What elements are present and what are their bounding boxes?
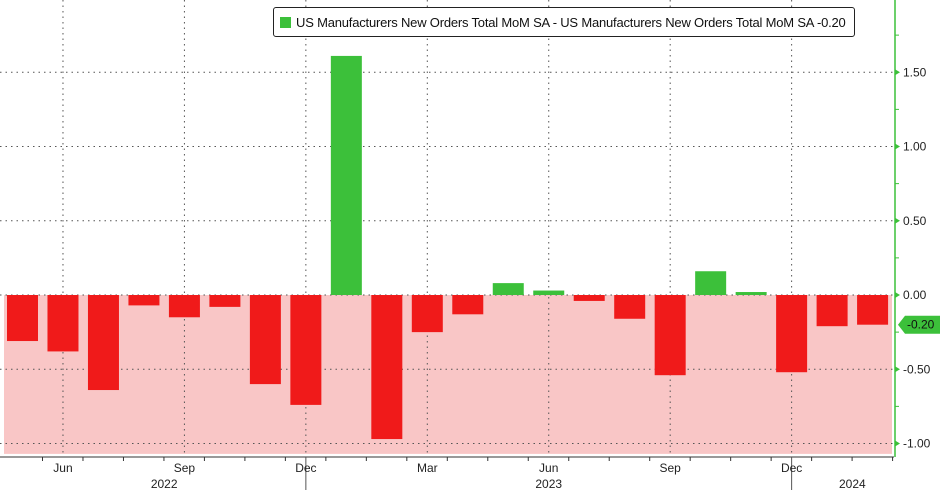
- x-tick-label: Jun: [53, 461, 72, 475]
- bar-jul-2022: [87, 295, 119, 391]
- y-tick-label: 0.00: [903, 288, 927, 302]
- negative-shade: [4, 295, 892, 454]
- x-tick-label: Sep: [660, 461, 682, 475]
- y-tick-arrow: [895, 143, 900, 150]
- bar-feb-2024: [857, 295, 889, 325]
- y-tick-arrow: [895, 292, 900, 298]
- y-tick-arrow: [895, 440, 900, 447]
- year-label: 2023: [535, 477, 562, 490]
- bar-dec-2022: [290, 295, 322, 405]
- bar-jun-2023: [533, 290, 565, 295]
- bar-apr-2023: [452, 295, 484, 315]
- bar-nov-2023: [735, 292, 767, 295]
- bar-aug-2023: [614, 295, 646, 319]
- x-tick-label: Dec: [781, 461, 802, 475]
- bar-jan-2023: [330, 55, 362, 295]
- y-tick-arrow: [895, 69, 900, 76]
- legend-label: US Manufacturers New Orders Total MoM SA…: [296, 14, 846, 30]
- bar-jul-2023: [573, 295, 605, 301]
- bar-aug-2022: [128, 295, 160, 306]
- x-tick-label: Jun: [539, 461, 558, 475]
- last-value-label: -0.20: [907, 318, 935, 332]
- x-tick-label: Mar: [417, 461, 438, 475]
- bar-mar-2023: [411, 295, 443, 333]
- bar-nov-2022: [249, 295, 281, 385]
- bar-sep-2023: [654, 295, 686, 376]
- bar-oct-2022: [209, 295, 241, 307]
- y-tick-label: -0.50: [903, 362, 931, 376]
- year-label: 2024: [839, 477, 866, 490]
- bar-jun-2022: [47, 295, 79, 352]
- bar-feb-2023: [371, 295, 403, 440]
- x-tick-label: Sep: [174, 461, 196, 475]
- bar-oct-2023: [695, 271, 727, 295]
- bar-sep-2022: [168, 295, 200, 318]
- bar-dec-2023: [776, 295, 808, 373]
- bar-jan-2024: [816, 295, 848, 327]
- y-tick-label: -1.00: [903, 437, 931, 451]
- x-tick-label: Dec: [295, 461, 316, 475]
- legend: US Manufacturers New Orders Total MoM SA…: [273, 7, 855, 37]
- y-tick-label: 1.00: [903, 140, 927, 154]
- last-value-tag: [898, 315, 940, 334]
- y-tick-label: 1.50: [903, 65, 927, 79]
- y-tick-arrow: [895, 366, 900, 373]
- y-tick-arrow: [895, 217, 900, 224]
- y-tick-label: 0.50: [903, 214, 927, 228]
- year-label: 2022: [151, 477, 178, 490]
- legend-swatch: [280, 16, 291, 28]
- bar-may-2022: [7, 295, 38, 342]
- bar-may-2023: [492, 283, 524, 295]
